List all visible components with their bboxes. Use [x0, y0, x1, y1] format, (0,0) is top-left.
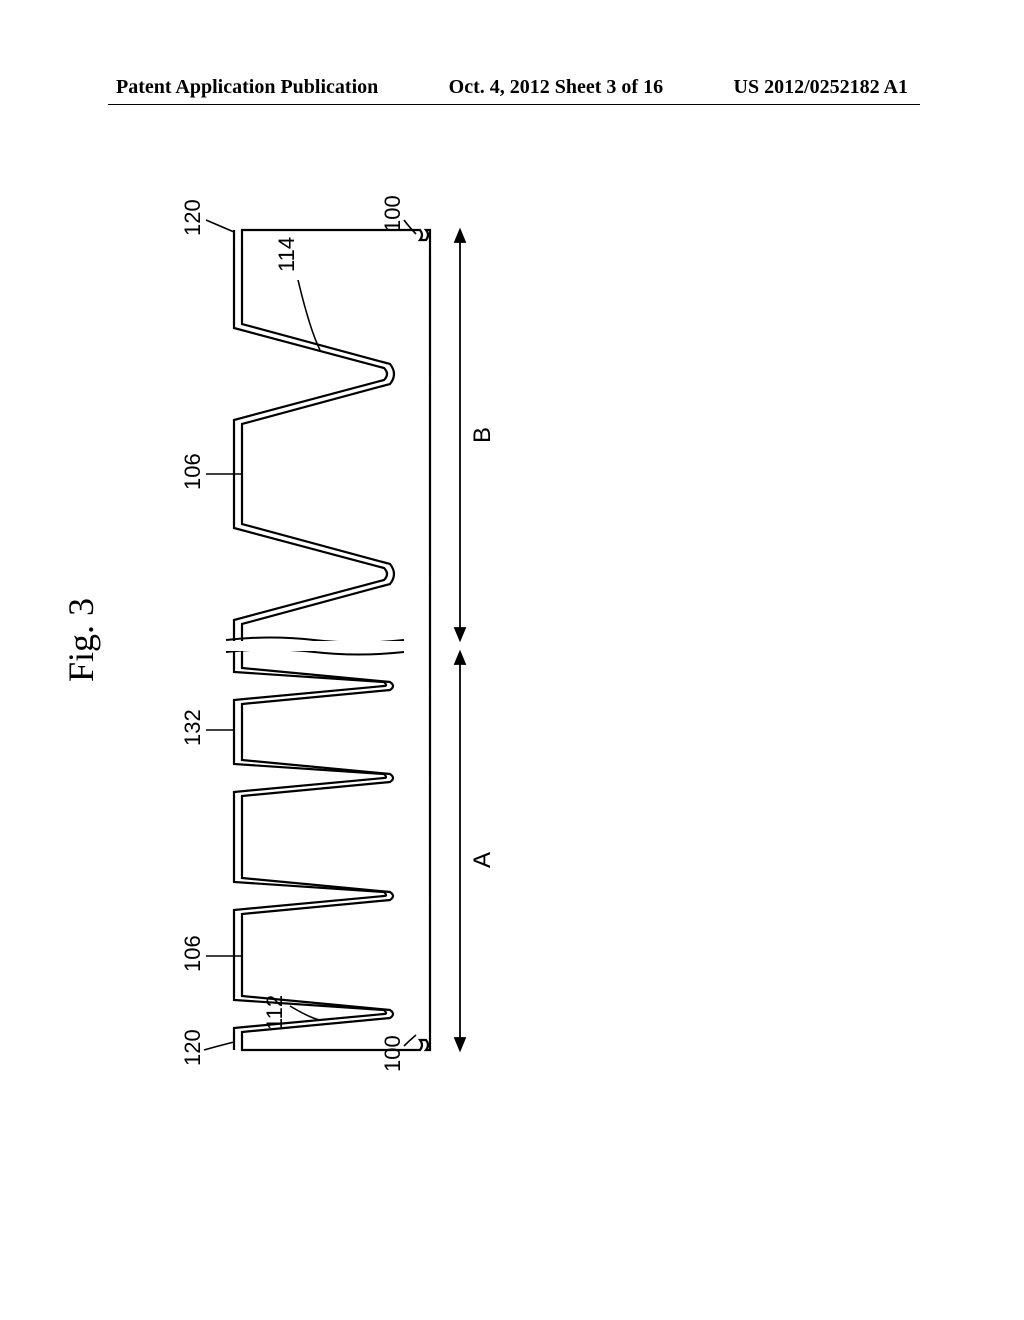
header-rule — [108, 104, 920, 105]
header-center: Oct. 4, 2012 Sheet 3 of 16 — [449, 76, 663, 99]
ref-100-right: 100 — [380, 195, 405, 232]
ref-120-right: 120 — [180, 199, 205, 236]
page-header: Patent Application Publication Oct. 4, 2… — [0, 76, 1024, 99]
ref-114: 114 — [274, 237, 299, 272]
region-b-label: B — [469, 427, 496, 443]
header-left: Patent Application Publication — [116, 76, 378, 99]
ref-120-left: 120 — [180, 1029, 205, 1066]
ref-132: 132 — [180, 709, 205, 746]
ref-106-right: 106 — [180, 453, 205, 490]
figure-label: Fig. 3 — [60, 598, 102, 682]
region-arrows — [455, 230, 465, 1050]
ref-112: 112 — [262, 995, 287, 1030]
header-right: US 2012/0252182 A1 — [734, 76, 908, 99]
figure-3: Fig. 3 — [90, 290, 990, 990]
section-break — [222, 638, 408, 655]
figure-svg: 120 112 100 106 132 106 120 114 100 A B — [160, 190, 520, 1090]
ref-100-left: 100 — [380, 1035, 405, 1072]
leaders — [204, 220, 416, 1050]
region-a-label: A — [469, 852, 496, 868]
ref-106-left: 106 — [180, 935, 205, 972]
